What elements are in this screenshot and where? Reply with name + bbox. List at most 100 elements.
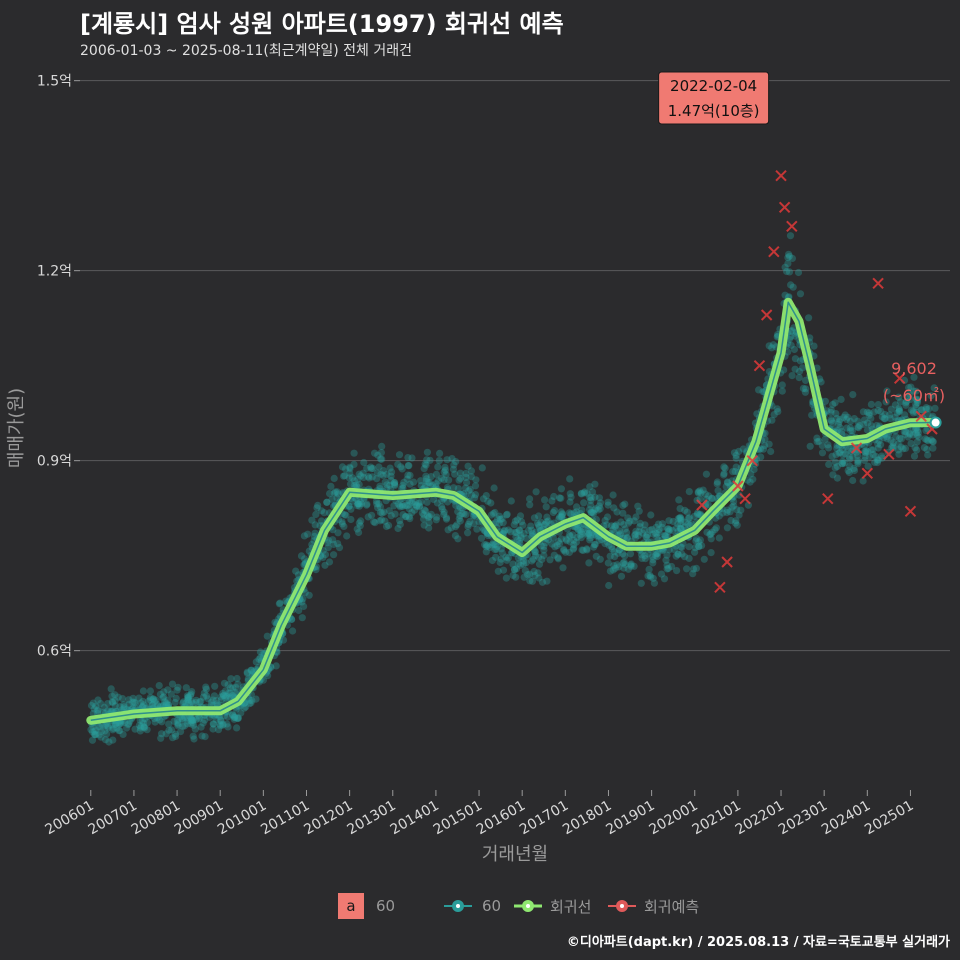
scatter-point	[684, 514, 692, 523]
scatter-point	[565, 548, 574, 557]
scatter-point	[347, 515, 355, 524]
scatter-point	[730, 449, 739, 457]
scatter-point	[733, 506, 741, 514]
scatter-point	[507, 497, 515, 505]
scatter-point	[403, 475, 411, 483]
scatter-point	[486, 543, 494, 552]
scatter-point	[402, 512, 410, 521]
scatter-point	[493, 542, 501, 551]
scatter-point	[172, 732, 180, 741]
scatter-point	[621, 560, 629, 569]
scatter-point	[229, 711, 237, 719]
scatter-point	[543, 577, 551, 585]
scatter-point	[297, 552, 306, 560]
scatter-point	[387, 512, 395, 520]
scatter-point	[592, 552, 600, 560]
scatter-point	[94, 707, 102, 715]
scatter-point	[654, 520, 663, 528]
scatter-point	[791, 365, 799, 373]
scatter-point	[256, 648, 264, 656]
scatter-point	[188, 688, 196, 696]
scatter-point	[185, 699, 193, 707]
prediction-point	[778, 201, 791, 214]
scatter-point	[220, 679, 229, 687]
scatter-point	[221, 692, 230, 700]
scatter-point	[434, 477, 442, 485]
scatter-point	[555, 515, 563, 523]
scatter-point	[528, 557, 536, 565]
scatter-point	[174, 722, 182, 730]
scatter-point	[462, 510, 470, 519]
scatter-point	[314, 501, 322, 509]
scatter-point	[425, 513, 433, 522]
scatter-point	[610, 548, 618, 556]
scatter-point	[342, 511, 350, 519]
scatter-point	[557, 494, 565, 502]
scatter-point	[139, 719, 148, 727]
scatter-point	[909, 409, 917, 417]
scatter-point	[695, 543, 703, 551]
scatter-point	[402, 513, 410, 521]
scatter-point	[649, 559, 657, 567]
scatter-point	[489, 539, 497, 547]
scatter-point	[922, 405, 930, 413]
scatter-point	[201, 733, 209, 741]
scatter-point	[650, 579, 659, 587]
scatter-point	[862, 449, 870, 457]
scatter-point	[101, 736, 110, 744]
scatter-point	[795, 367, 804, 376]
scatter-point	[567, 510, 575, 518]
scatter-point	[674, 550, 682, 559]
scatter-point	[323, 498, 331, 506]
scatter-point	[440, 476, 448, 484]
scatter-point	[399, 484, 407, 492]
scatter-point	[354, 500, 362, 508]
scatter-point	[438, 496, 446, 504]
scatter-point	[891, 401, 900, 409]
scatter-point	[554, 554, 562, 562]
scatter-point	[649, 574, 657, 582]
scatter-point	[205, 713, 214, 721]
scatter-point	[651, 529, 660, 537]
scatter-point	[627, 561, 635, 569]
scatter-point	[225, 689, 233, 697]
scatter-point	[319, 553, 327, 562]
last-area-label: (~60㎡)	[883, 386, 945, 405]
scatter-point	[573, 503, 581, 511]
scatter-point	[170, 717, 178, 725]
scatter-point	[125, 696, 133, 704]
prediction-point	[915, 410, 927, 423]
scatter-point	[535, 512, 543, 520]
scatter-point	[585, 559, 593, 567]
scatter-point	[579, 546, 587, 555]
scatter-point	[367, 463, 375, 471]
scatter-point	[247, 666, 255, 674]
scatter-point	[243, 669, 251, 677]
scatter-point	[583, 530, 591, 538]
scatter-point	[883, 387, 891, 395]
scatter-point	[211, 682, 219, 690]
scatter-point	[345, 502, 353, 511]
scatter-point	[664, 527, 673, 535]
scatter-point	[608, 545, 616, 553]
scatter-point	[114, 693, 122, 701]
scatter-point	[546, 556, 554, 564]
scatter-point	[728, 503, 736, 511]
scatter-point	[423, 498, 431, 506]
scatter-point	[615, 563, 623, 571]
scatter-point	[356, 498, 365, 506]
scatter-point	[379, 467, 388, 475]
scatter-point	[832, 451, 840, 459]
scatter-point	[182, 684, 190, 692]
scatter-point	[92, 726, 100, 734]
scatter-point	[595, 536, 603, 544]
scatter-point	[383, 484, 391, 493]
scatter-point	[501, 526, 509, 534]
y-tick-label: 0.9억	[37, 454, 72, 470]
scatter-point	[165, 726, 173, 734]
scatter-point	[912, 395, 920, 403]
scatter-point	[324, 539, 332, 547]
scatter-point	[818, 449, 827, 457]
scatter-point	[149, 695, 157, 703]
scatter-point	[174, 719, 182, 727]
